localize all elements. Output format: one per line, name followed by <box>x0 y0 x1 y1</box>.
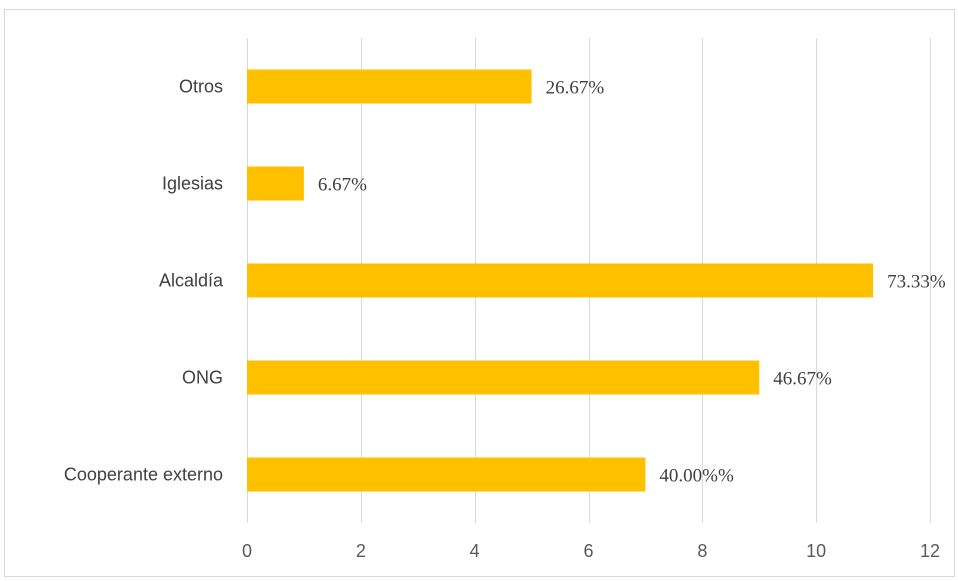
bars <box>247 69 874 492</box>
bar <box>247 166 304 201</box>
x-tick-label: 0 <box>242 541 252 561</box>
x-tick-label: 8 <box>697 541 707 561</box>
bar <box>247 263 874 298</box>
x-tick-label: 6 <box>583 541 593 561</box>
data-label: 73.33% <box>887 272 946 293</box>
data-label: 26.67% <box>546 78 605 99</box>
data-label: 46.67% <box>773 369 832 390</box>
x-tick-label: 4 <box>470 541 480 561</box>
data-label: 40.00%% <box>659 466 734 487</box>
bar <box>247 69 532 104</box>
x-tick-label: 12 <box>920 541 940 561</box>
x-tick-label: 10 <box>806 541 826 561</box>
bar <box>247 457 646 492</box>
category-label: Iglesias <box>162 174 223 194</box>
labels: 0 2 4 6 8 10 12 Otros 26.67% Iglesias 6.67% Alcaldí… <box>64 77 946 562</box>
category-label: Cooperante externo <box>64 465 223 485</box>
category-label: Alcaldía <box>159 271 224 291</box>
x-tick-label: 2 <box>356 541 366 561</box>
data-label: 6.67% <box>318 175 367 196</box>
bar <box>247 360 760 395</box>
category-label: Otros <box>179 77 223 97</box>
category-label: ONG <box>182 368 223 388</box>
